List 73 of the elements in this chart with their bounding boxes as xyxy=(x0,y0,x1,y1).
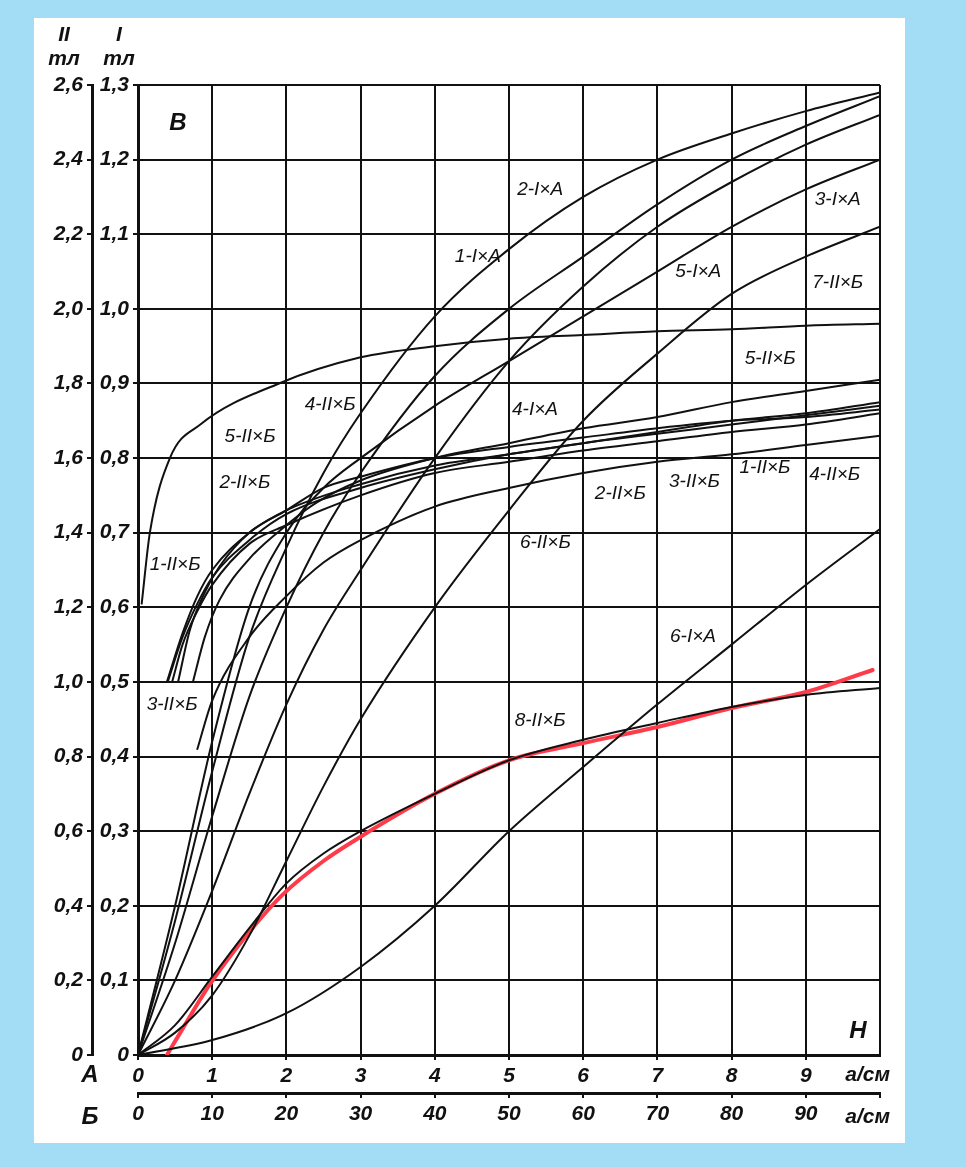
y2-axis-title: II тл xyxy=(48,21,80,69)
x2-axis-title: a/см xyxy=(845,1061,891,1085)
annotation: 4-I×A xyxy=(511,398,558,420)
annotation: B xyxy=(169,107,187,135)
x-tick-label: 50 xyxy=(497,1101,521,1125)
annotation: 3-II×Б xyxy=(669,470,720,492)
y2-tick-label: 2,2 xyxy=(52,221,84,245)
y2-tick-label: 2,4 xyxy=(52,146,84,170)
y-tick-label: 0,1 xyxy=(99,967,129,991)
x-tick-label: 70 xyxy=(645,1101,670,1125)
annotation: 5-II×Б xyxy=(224,425,276,447)
x-tick-label: 0 xyxy=(132,1101,145,1125)
y-axis-title: I тл xyxy=(103,21,135,69)
annotation: 1-II×Б xyxy=(149,553,201,575)
x2-tick-label: 2 xyxy=(279,1063,293,1087)
annotation: 2-I×A xyxy=(516,178,564,200)
y-tick-label: 0,3 xyxy=(99,817,130,841)
y-tick-label: 0,4 xyxy=(99,743,130,767)
y-tick-label: 0,7 xyxy=(99,519,131,543)
annotation: 1-II×Б xyxy=(739,456,791,478)
y2-tick-label: 2,6 xyxy=(52,71,84,95)
annotation: 3-II×Б xyxy=(146,693,198,715)
annotation: 1-I×A xyxy=(454,244,501,266)
annotation: 6-II×Б xyxy=(519,531,571,553)
y-tick-label: 0 xyxy=(117,1041,130,1065)
text: Б xyxy=(81,1101,99,1129)
x2-tick-label: 5 xyxy=(503,1063,516,1087)
y2-tick-label: 0,6 xyxy=(53,817,84,841)
x-axis-title: a/см xyxy=(845,1103,891,1127)
x-tick-label: 10 xyxy=(200,1101,225,1125)
x-tick-label: 40 xyxy=(422,1101,447,1125)
y2-tick-label: 1,6 xyxy=(53,444,84,468)
x2-tick-label: 6 xyxy=(577,1063,590,1087)
y2-tick-label: 1,2 xyxy=(53,594,84,618)
x2-tick-label: 7 xyxy=(651,1063,665,1087)
y-tick-label: 0,8 xyxy=(99,444,130,468)
x2-tick-label: 0 xyxy=(132,1063,145,1087)
y2-tick-label: 1,8 xyxy=(53,370,84,394)
annotation: 3-I×A xyxy=(814,187,861,209)
annotation: 6-I×A xyxy=(670,625,716,647)
y-tick-label: 1,3 xyxy=(99,71,130,95)
annotation: 5-II×Б xyxy=(744,346,796,368)
annotation: 8-II×Б xyxy=(514,708,566,730)
x2-tick-label: 9 xyxy=(799,1063,812,1087)
y-tick-label: 1,2 xyxy=(99,146,130,170)
annotation: 4-II×Б xyxy=(809,463,861,485)
x2-tick-label: 1 xyxy=(206,1063,219,1087)
x-tick-label: 90 xyxy=(794,1101,818,1125)
y2-tick-label: 1,0 xyxy=(53,668,84,692)
annotation: 7-II×Б xyxy=(812,271,864,293)
annotation: H xyxy=(849,1015,868,1043)
x2-tick-label: 8 xyxy=(725,1063,738,1087)
y2-tick-label: 0,8 xyxy=(53,743,84,767)
x2-tick-label: 3 xyxy=(354,1063,367,1087)
y-tick-label: 0,5 xyxy=(99,668,130,692)
annotation: 4-II×Б xyxy=(304,393,356,415)
x-tick-label: 80 xyxy=(719,1101,744,1125)
x-tick-label: 30 xyxy=(348,1101,373,1125)
annotation: 2-II×Б xyxy=(593,481,646,503)
y-tick-label: 0,2 xyxy=(99,892,130,916)
y-tick-label: 0,6 xyxy=(99,594,130,618)
y-tick-label: 1,0 xyxy=(99,295,130,319)
y2-tick-label: 0,2 xyxy=(53,967,84,991)
annotation: 5-I×A xyxy=(675,259,722,281)
x-tick-label: 20 xyxy=(273,1101,299,1125)
y2-tick-label: 1,4 xyxy=(53,519,84,543)
annotation: 2-II×Б xyxy=(218,470,271,492)
x2-tick-label: 4 xyxy=(427,1063,441,1087)
y2-tick-label: 2,0 xyxy=(52,295,84,319)
y-tick-label: 0,9 xyxy=(99,370,130,394)
y-tick-label: 1,1 xyxy=(99,221,129,245)
y2-tick-label: 0,4 xyxy=(53,892,84,916)
x-tick-label: 60 xyxy=(571,1101,596,1125)
